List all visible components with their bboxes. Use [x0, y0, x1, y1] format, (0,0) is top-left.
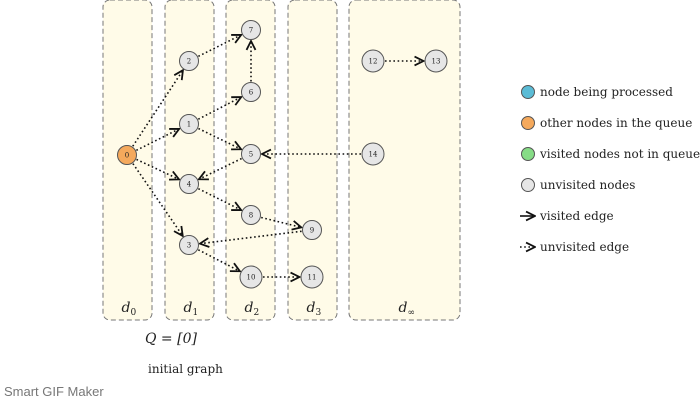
legend-item-4: visited edge	[520, 209, 614, 223]
legend-swatch-unvisited	[521, 178, 535, 192]
edge-0-4	[136, 158, 180, 179]
node-0: 0	[117, 145, 137, 165]
caption: initial graph	[148, 362, 223, 376]
node-label: 5	[249, 151, 253, 159]
legend-item-3: unvisited nodes	[521, 178, 635, 192]
node-8: 8	[241, 205, 261, 225]
node-label: 1	[187, 121, 191, 129]
legend-item-1: other nodes in the queue	[521, 116, 692, 130]
legend-label: node being processed	[540, 85, 673, 99]
node-label: 9	[310, 227, 314, 235]
node-10: 10	[239, 265, 263, 289]
node-label: 2	[187, 58, 191, 66]
node-7: 7	[241, 20, 261, 40]
node-12: 12	[361, 49, 385, 73]
legend-swatch-queue	[521, 116, 535, 130]
edge-3-10	[197, 249, 240, 271]
legend-swatch-visited	[521, 147, 535, 161]
node-9: 9	[302, 220, 322, 240]
node-1: 1	[179, 114, 199, 134]
node-3: 3	[179, 235, 199, 255]
legend-item-5: unvisited edge	[520, 240, 629, 254]
node-label: 14	[369, 151, 378, 159]
legend-label: visited edge	[539, 209, 614, 223]
node-5: 5	[241, 144, 261, 164]
watermark: Smart GIF Maker	[4, 384, 104, 399]
node-11: 11	[300, 265, 324, 289]
column-d1	[164, 0, 215, 321]
node-label: 3	[187, 242, 191, 250]
node-label: 0	[125, 152, 129, 160]
node-13: 13	[424, 49, 448, 73]
node-label: 8	[249, 212, 253, 220]
node-label: 10	[247, 274, 256, 282]
node-label: 11	[308, 274, 317, 282]
queue-text: Q = [0]	[145, 331, 197, 347]
node-6: 6	[241, 82, 261, 102]
node-label: 13	[432, 58, 441, 66]
node-label: 4	[187, 181, 192, 189]
legend-item-0: node being processed	[521, 85, 673, 99]
node-4: 4	[179, 174, 199, 194]
edge-9-3	[200, 230, 302, 243]
legend-label: unvisited nodes	[540, 178, 635, 192]
column-dinf	[348, 0, 461, 321]
legend-item-2: visited nodes not in queue	[521, 147, 700, 161]
node-14: 14	[361, 142, 385, 166]
legend-label: unvisited edge	[540, 240, 629, 254]
legend-label: visited nodes not in queue	[539, 147, 700, 161]
legend-label: other nodes in the queue	[540, 116, 692, 130]
column-d3	[287, 0, 338, 321]
node-2: 2	[179, 51, 199, 71]
node-label: 6	[249, 89, 254, 97]
node-label: 12	[369, 58, 378, 66]
edge-0-2	[132, 70, 183, 147]
legend-swatch-processing	[521, 85, 535, 99]
node-label: 7	[249, 27, 253, 35]
edge-8-9	[261, 216, 301, 228]
